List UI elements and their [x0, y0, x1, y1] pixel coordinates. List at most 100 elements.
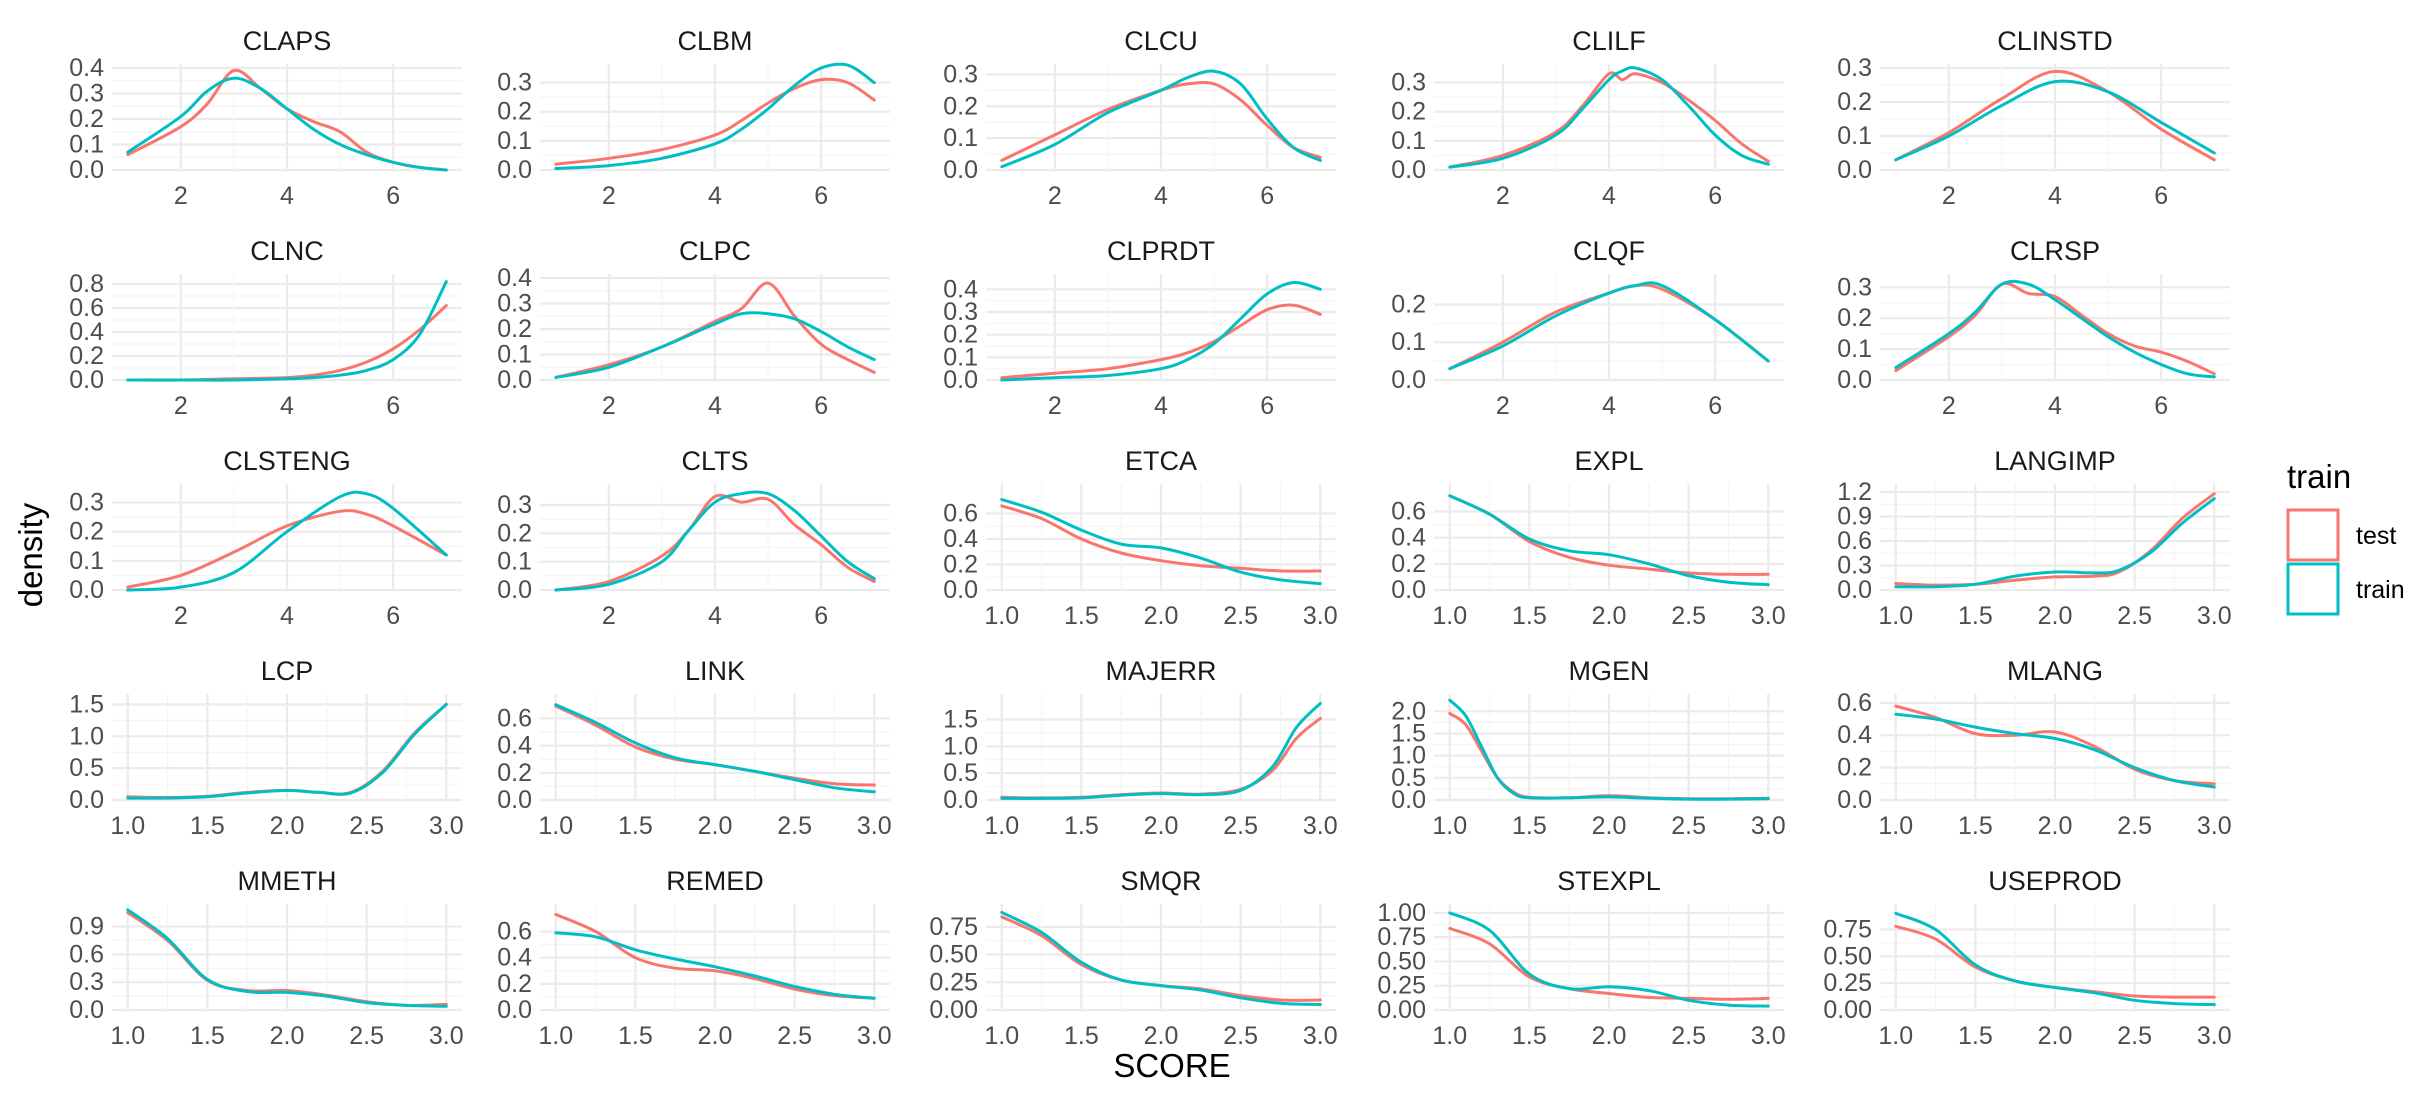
panel-title-clbm: CLBM [677, 26, 752, 56]
y-tick-label: 0.1 [69, 547, 104, 575]
density-line-test-clilf [1448, 71, 1770, 169]
y-tick-label: 0.2 [497, 759, 532, 787]
legend-label-train: train [2356, 576, 2405, 604]
x-tick-label: 2 [174, 602, 188, 630]
y-tick-label: 0.2 [943, 92, 978, 120]
y-tick-label: 0.25 [929, 968, 978, 996]
x-tick-label: 1.5 [618, 812, 653, 840]
x-tick-label: 3.0 [1751, 812, 1786, 840]
panel-title-clprdt: CLPRDT [1107, 236, 1215, 266]
y-tick-label: 0.0 [1391, 786, 1426, 814]
y-tick-label: 0.0 [1837, 156, 1872, 184]
x-tick-label: 4 [280, 392, 294, 420]
y-tick-label: 0.1 [1391, 127, 1426, 155]
density-line-test-stexpl [1448, 926, 1770, 1001]
x-tick-label: 3.0 [429, 812, 464, 840]
y-tick-label: 1.00 [1377, 899, 1426, 927]
panel-title-claps: CLAPS [243, 26, 332, 56]
y-tick-label: 0.3 [1837, 54, 1872, 82]
y-tick-label: 0.6 [497, 918, 532, 946]
density-line-train-clsteng [126, 490, 448, 592]
panel-title-clsteng: CLSTENG [223, 446, 351, 476]
x-tick-label: 3.0 [2197, 1022, 2232, 1050]
panel-title-clrsp: CLRSP [2010, 236, 2100, 266]
y-tick-label: 0.3 [69, 80, 104, 108]
density-line-train-mlang [1894, 712, 2216, 789]
x-tick-label: 4 [1154, 182, 1168, 210]
y-tick-label: 1.5 [69, 690, 104, 718]
x-tick-label: 1.5 [1958, 1022, 1993, 1050]
x-tick-label: 4 [1154, 392, 1168, 420]
y-tick-label: 0.00 [1377, 996, 1426, 1024]
x-tick-label: 2.5 [777, 1022, 812, 1050]
panel-mmeth: MMETH 0.00.30.60.9 1.0 1.5 2.0 2.5 3.0 [69, 866, 463, 1050]
y-tick-label: 0.0 [497, 996, 532, 1024]
panel-clcu: CLCU 0.0 0.1 0.2 0.3 2 4 6 [943, 26, 1336, 210]
x-tick-label: 2.0 [1592, 1022, 1627, 1050]
x-tick-label: 1.0 [1432, 1022, 1467, 1050]
x-tick-label: 6 [814, 182, 828, 210]
panel-title-expl: EXPL [1574, 446, 1643, 476]
x-tick-label: 1.5 [1064, 1022, 1099, 1050]
x-tick-label: 2.5 [1671, 1022, 1706, 1050]
density-line-test-clprdt [1000, 303, 1322, 380]
x-tick-label: 6 [2154, 182, 2168, 210]
y-tick-label: 1.0 [943, 732, 978, 760]
y-tick-label: 0.3 [1391, 69, 1426, 97]
x-axis-title: SCORE [1113, 1047, 1230, 1084]
y-tick-label: 0.1 [943, 343, 978, 371]
panel-title-clpc: CLPC [679, 236, 751, 266]
panel-clpc: CLPC 0.00.10.20.30.4 2 4 6 [497, 236, 890, 420]
x-tick-label: 1.0 [1432, 812, 1467, 840]
y-tick-label: 0.5 [69, 754, 104, 782]
panel-clqf: CLQF 0.0 0.1 0.2 2 4 6 [1391, 236, 1784, 420]
legend-key-train [2286, 562, 2340, 616]
x-tick-label: 3.0 [1751, 602, 1786, 630]
panel-etca: ETCA 0.00.20.40.6 1.0 1.5 2.0 2.5 3.0 [943, 446, 1337, 630]
x-tick-label: 2.0 [2038, 602, 2073, 630]
x-tick-label: 2 [1496, 392, 1510, 420]
density-line-train-langimp [1894, 497, 2216, 589]
y-tick-label: 0.0 [69, 366, 104, 394]
y-tick-label: 0.0 [943, 576, 978, 604]
x-tick-label: 1.0 [1878, 1022, 1913, 1050]
density-line-train-remed [554, 931, 876, 1000]
y-tick-label: 0.0 [69, 156, 104, 184]
y-tick-label: 0.4 [497, 732, 532, 760]
y-tick-label: 0.2 [1837, 754, 1872, 782]
y-tick-label: 0.0 [943, 786, 978, 814]
x-tick-label: 2.0 [270, 1022, 305, 1050]
y-tick-label: 0.2 [1837, 304, 1872, 332]
y-tick-label: 0.4 [943, 525, 978, 553]
y-tick-label: 0.1 [69, 131, 104, 159]
x-tick-label: 6 [1260, 182, 1274, 210]
panel-title-langimp: LANGIMP [1994, 446, 2116, 476]
y-tick-label: 0.0 [69, 576, 104, 604]
y-tick-label: 0.4 [497, 944, 532, 972]
y-tick-label: 0.4 [497, 264, 532, 292]
x-tick-label: 3.0 [2197, 602, 2232, 630]
x-tick-label: 2.5 [1223, 812, 1258, 840]
y-tick-label: 0.0 [497, 156, 532, 184]
x-tick-label: 1.0 [110, 1022, 145, 1050]
x-tick-label: 6 [814, 602, 828, 630]
x-tick-label: 2.5 [349, 1022, 384, 1050]
x-tick-label: 2 [602, 182, 616, 210]
x-tick-label: 2 [1942, 182, 1956, 210]
density-line-train-clnc [126, 280, 448, 382]
y-tick-label: 0.1 [1837, 335, 1872, 363]
x-tick-label: 6 [386, 392, 400, 420]
y-tick-label: 0.2 [943, 551, 978, 579]
y-tick-label: 0.9 [69, 913, 104, 941]
x-tick-label: 4 [1602, 392, 1616, 420]
panel-remed: REMED 0.00.20.40.6 1.0 1.5 2.0 2.5 3.0 [497, 866, 891, 1050]
y-tick-label: 0.1 [943, 124, 978, 152]
x-tick-label: 2.0 [1144, 1022, 1179, 1050]
y-tick-label: 0.4 [1837, 721, 1872, 749]
y-tick-label: 0.2 [1837, 88, 1872, 116]
x-tick-label: 4 [280, 602, 294, 630]
x-tick-label: 1.5 [1512, 812, 1547, 840]
y-tick-label: 0.4 [943, 275, 978, 303]
y-tick-label: 0.75 [1823, 915, 1872, 943]
panel-langimp: LANGIMP 0.00.30.60.91.2 1.0 1.5 2.0 2.5 3.0 [1837, 446, 2231, 630]
